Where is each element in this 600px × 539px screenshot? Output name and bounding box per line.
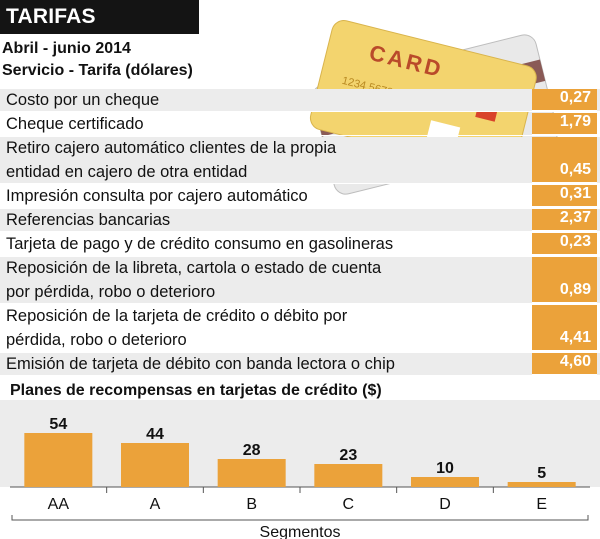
tariff-row: Impresión consulta por cajero automático…	[0, 185, 600, 208]
columns-subtitle: Servicio - Tarifa (dólares)	[2, 62, 193, 79]
bar	[314, 464, 383, 487]
data-label: 44	[146, 426, 164, 443]
tariff-label: Reposición de la tarjeta de crédito o dé…	[6, 307, 348, 325]
bar	[411, 477, 479, 487]
x-tick-label: D	[439, 496, 451, 513]
tariff-row: Referencias bancarias 2,37	[0, 209, 600, 232]
bar	[507, 482, 576, 487]
x-tick-label: AA	[48, 496, 70, 513]
tariff-value: 0,31	[532, 185, 597, 207]
data-label: 28	[243, 442, 261, 459]
tariff-table: Costo por un cheque 0,27 Cheque certificad…	[0, 89, 600, 377]
tariff-value: 4,41	[532, 305, 597, 351]
tariff-label: Reposición de la libreta, cartola o esta…	[6, 259, 382, 277]
rewards-bar-chart: 54 AA 44 A 28 B 23 C 10 D 5 E Segmentos	[0, 400, 600, 539]
tariff-label: Referencias bancarias	[6, 211, 171, 229]
tariff-label: Impresión consulta por cajero automático	[6, 187, 308, 205]
tariff-value: 1,79	[532, 113, 597, 135]
x-axis-label: Segmentos	[260, 524, 341, 539]
bar	[121, 443, 189, 487]
data-label: 23	[339, 447, 357, 464]
tariff-row: Costo por un cheque 0,27	[0, 89, 600, 112]
tariff-label: entidad en cajero de otra entidad	[6, 163, 248, 181]
tariff-value: 0,23	[532, 233, 597, 255]
tariff-row: Cheque certificado 1,79	[0, 113, 600, 136]
tariff-value: 4,60	[532, 353, 597, 375]
chart-title: Planes de recompensas en tarjetas de cré…	[10, 382, 382, 399]
tariff-label: Emisión de tarjeta de débito con banda l…	[6, 355, 395, 373]
chart-plot-area	[0, 400, 600, 487]
tariff-value: 0,27	[532, 89, 597, 111]
tariff-row: Retiro cajero automático clientes de la …	[0, 137, 600, 184]
tariff-label: Retiro cajero automático clientes de la …	[6, 139, 337, 157]
segment-bracket	[11, 515, 589, 521]
tariff-row: Reposición de la tarjeta de crédito o dé…	[0, 305, 600, 352]
tariff-label: por pérdida, robo o deterioro	[6, 283, 216, 301]
x-tick-label: E	[536, 496, 547, 513]
data-label: 10	[436, 460, 454, 477]
page-title: TARIFAS MÁXIMAS	[0, 0, 199, 62]
x-tick-label: B	[246, 496, 257, 513]
bar	[217, 459, 286, 487]
tariff-row: Emisión de tarjeta de débito con banda l…	[0, 353, 600, 376]
tariff-row: Reposición de la libreta, cartola o esta…	[0, 257, 600, 304]
tariff-value: 0,45	[532, 137, 597, 183]
tariff-label: Costo por un cheque	[6, 91, 160, 109]
bar	[24, 433, 93, 487]
tariff-label: pérdida, robo o deterioro	[6, 331, 187, 349]
tariff-row: Tarjeta de pago y de crédito consumo en …	[0, 233, 600, 256]
tariff-label: Tarjeta de pago y de crédito consumo en …	[6, 235, 394, 253]
tariff-label: Cheque certificado	[6, 115, 144, 133]
period-subtitle: Abril - junio 2014	[2, 40, 131, 57]
x-tick-label: C	[343, 496, 355, 513]
data-label: 54	[49, 416, 67, 433]
x-tick-label: A	[150, 496, 161, 513]
data-label: 5	[537, 465, 546, 482]
tariff-value: 0,89	[532, 257, 597, 303]
tariff-value: 2,37	[532, 209, 597, 231]
